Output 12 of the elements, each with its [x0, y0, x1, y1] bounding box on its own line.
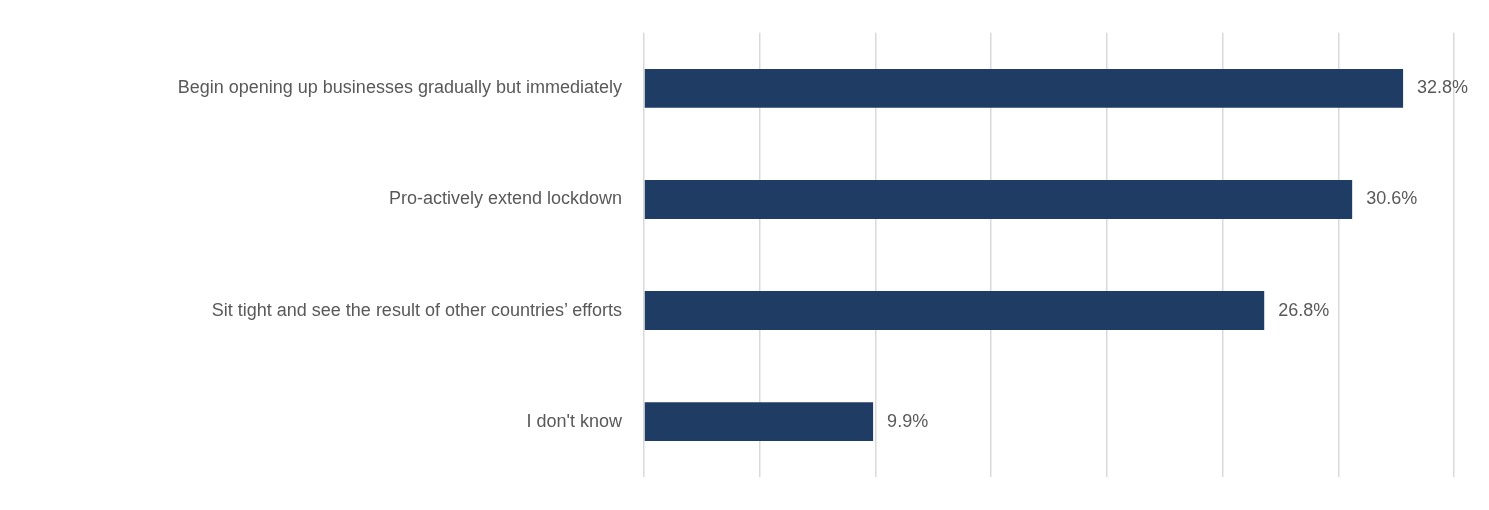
y-tick-label: I don't know: [526, 410, 623, 431]
bar: [644, 180, 1353, 219]
data-label: 26.8%: [1278, 299, 1330, 320]
data-label: 32.8%: [1417, 77, 1469, 98]
data-label: 9.9%: [887, 410, 929, 431]
y-tick-label: Pro-actively extend lockdown: [388, 188, 622, 209]
data-label: 30.6%: [1366, 188, 1418, 209]
bar: [644, 402, 874, 442]
y-tick-label: Begin opening up businesses gradually but immediately: [177, 77, 622, 98]
y-tick-label: Sit tight and see the result of other countries’ efforts: [211, 299, 622, 320]
bar: [644, 68, 1404, 108]
bar: [644, 291, 1265, 330]
